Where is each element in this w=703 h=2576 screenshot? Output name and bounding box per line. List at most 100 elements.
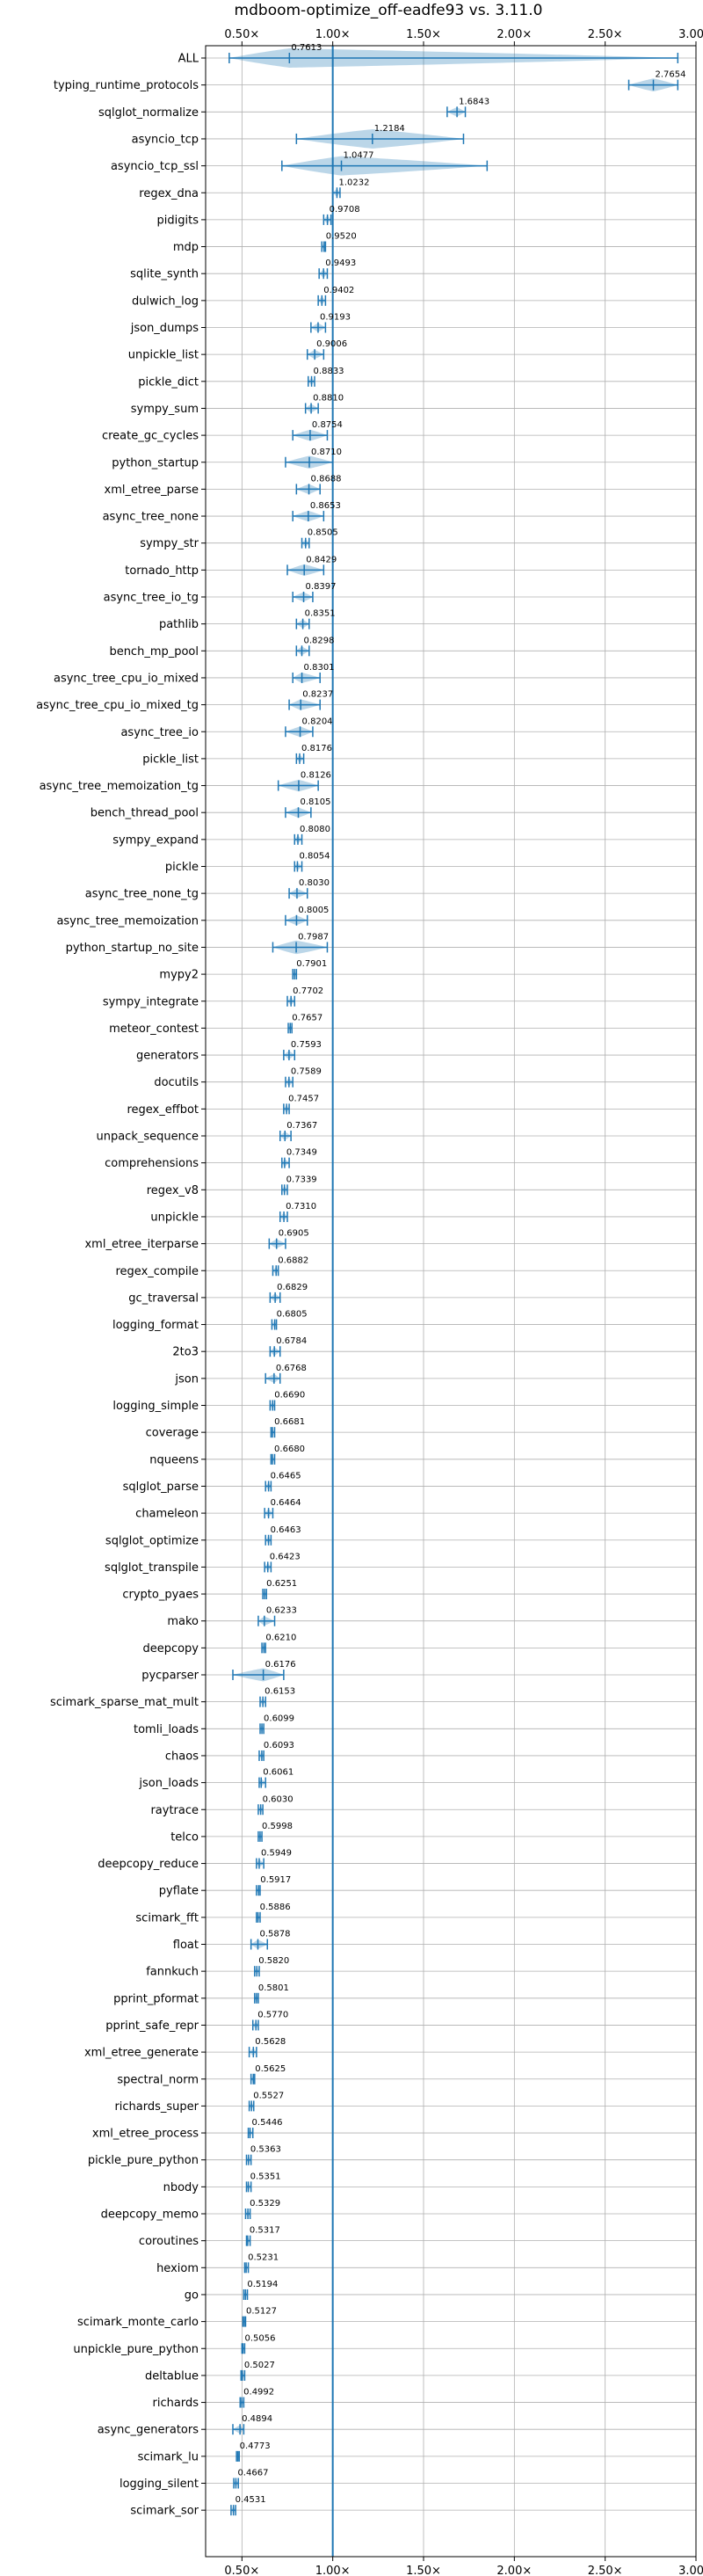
category-label: logging_simple — [112, 1400, 199, 1413]
value-label: 0.5231 — [248, 2252, 279, 2262]
value-label: 0.6210 — [265, 1633, 296, 1642]
category-label: pickle_list — [142, 753, 199, 766]
value-label: 0.6905 — [279, 1229, 309, 1239]
category-label: sympy_str — [140, 537, 199, 550]
value-label: 0.8176 — [301, 744, 332, 753]
category-label: nbody — [163, 2181, 199, 2194]
value-label: 0.4773 — [240, 2441, 271, 2451]
value-label: 0.8301 — [304, 663, 335, 673]
category-label: pickle_dict — [138, 375, 199, 389]
value-label: 0.8204 — [302, 717, 333, 726]
value-label: 0.8237 — [302, 690, 333, 700]
category-label: async_tree_none — [103, 511, 199, 524]
category-label: pyflate — [159, 1885, 199, 1898]
category-label: sqlglot_normalize — [98, 106, 199, 120]
label-layer: ALL typing_runtime_protocols sqlglot_norma… — [36, 43, 685, 2518]
value-label: 0.6784 — [276, 1336, 307, 1346]
value-label: 1.0477 — [344, 151, 374, 161]
value-label: 0.8754 — [312, 420, 343, 430]
category-label: mdp — [173, 241, 199, 254]
category-label: json — [174, 1372, 199, 1386]
category-label: telco — [170, 1830, 199, 1844]
category-label: pprint_pformat — [113, 1992, 199, 2005]
category-label: async_tree_io_tg — [104, 592, 199, 605]
value-label: 0.5056 — [244, 2333, 275, 2343]
category-label: mako — [167, 1615, 199, 1628]
x-tick-label-bottom: 3.00× — [678, 2565, 703, 2576]
value-label: 0.7987 — [298, 932, 329, 942]
category-label: coverage — [146, 1427, 199, 1440]
value-label: 0.5628 — [255, 2037, 286, 2047]
value-label: 0.6805 — [277, 1310, 308, 1320]
chart-title: mdboom-optimize_off-eadfe93 vs. 3.11.0 — [235, 2, 543, 19]
x-tick-label-bottom: 1.50× — [406, 2565, 441, 2576]
value-label: 0.7367 — [286, 1121, 317, 1131]
category-label: docutils — [154, 1076, 199, 1089]
value-label: 0.8298 — [303, 636, 334, 645]
category-label: deepcopy_memo — [101, 2209, 199, 2222]
value-label: 0.6464 — [271, 1498, 301, 1508]
category-label: mypy2 — [159, 969, 199, 982]
value-label: 0.7901 — [296, 959, 327, 969]
category-label: sympy_integrate — [103, 995, 199, 1008]
value-label: 0.7593 — [291, 1040, 322, 1050]
value-label: 0.8030 — [299, 878, 330, 888]
category-label: meteor_contest — [109, 1022, 199, 1036]
category-label: tomli_loads — [134, 1723, 199, 1736]
category-label: logging_silent — [120, 2478, 199, 2491]
category-label: richards — [153, 2397, 199, 2410]
value-label: 0.8429 — [306, 555, 337, 564]
category-label: fannkuch — [146, 1966, 199, 1979]
category-label: typing_runtime_protocols — [54, 79, 199, 92]
x-tick-label-top: 3.00× — [678, 28, 703, 41]
category-label: bench_thread_pool — [91, 807, 199, 820]
value-label: 0.5351 — [250, 2172, 281, 2181]
value-label: 0.6463 — [271, 1525, 301, 1535]
value-label: 0.7657 — [292, 1013, 323, 1022]
category-label: json_loads — [138, 1777, 199, 1790]
category-label: chameleon — [135, 1508, 199, 1521]
category-label: deepcopy_reduce — [98, 1858, 199, 1871]
category-label: scimark_lu — [138, 2450, 199, 2463]
category-label: spectral_norm — [117, 2073, 199, 2086]
category-label: asyncio_tcp — [132, 133, 199, 146]
value-label: 1.6843 — [459, 97, 489, 106]
category-label: async_tree_memoization — [56, 914, 199, 928]
value-label: 0.4992 — [243, 2388, 274, 2398]
value-label: 0.9708 — [330, 205, 360, 215]
category-label: hexiom — [156, 2262, 199, 2275]
category-label: xml_etree_iterparse — [84, 1238, 199, 1251]
category-label: generators — [136, 1050, 199, 1063]
category-label: python_startup_no_site — [66, 942, 199, 955]
category-label: scimark_fft — [135, 1911, 199, 1925]
value-label: 0.8080 — [300, 825, 330, 834]
value-label: 0.5527 — [253, 2091, 284, 2100]
value-label: 0.8505 — [308, 528, 338, 538]
x-tick-label-top: 1.00× — [315, 28, 351, 41]
value-label: 0.5801 — [258, 1983, 289, 1993]
category-label: richards_super — [114, 2100, 199, 2114]
category-label: gc_traversal — [128, 1292, 199, 1305]
category-label: pickle — [165, 861, 199, 874]
value-label: 0.8653 — [310, 501, 341, 511]
category-label: bench_mp_pool — [109, 645, 199, 659]
category-label: pycparser — [141, 1670, 199, 1683]
value-label: 0.6690 — [274, 1391, 305, 1401]
value-label: 0.6882 — [278, 1255, 308, 1265]
category-label: async_tree_memoization_tg — [40, 780, 199, 793]
value-label: 0.6768 — [276, 1364, 307, 1373]
value-label: 0.5446 — [252, 2118, 283, 2128]
value-label: 0.5127 — [246, 2307, 277, 2317]
value-label: 0.9493 — [325, 258, 356, 268]
category-label: unpickle_pure_python — [73, 2343, 199, 2356]
x-tick-label-top: 2.50× — [588, 28, 623, 41]
category-label: nqueens — [149, 1453, 199, 1466]
category-label: coroutines — [139, 2235, 199, 2248]
category-label: pickle_pure_python — [88, 2154, 199, 2167]
value-label: 0.6251 — [266, 1579, 297, 1589]
value-label: 0.9193 — [320, 313, 351, 323]
value-label: 0.6829 — [277, 1283, 308, 1292]
value-label: 0.6093 — [264, 1741, 294, 1750]
category-label: regex_compile — [115, 1265, 199, 1278]
